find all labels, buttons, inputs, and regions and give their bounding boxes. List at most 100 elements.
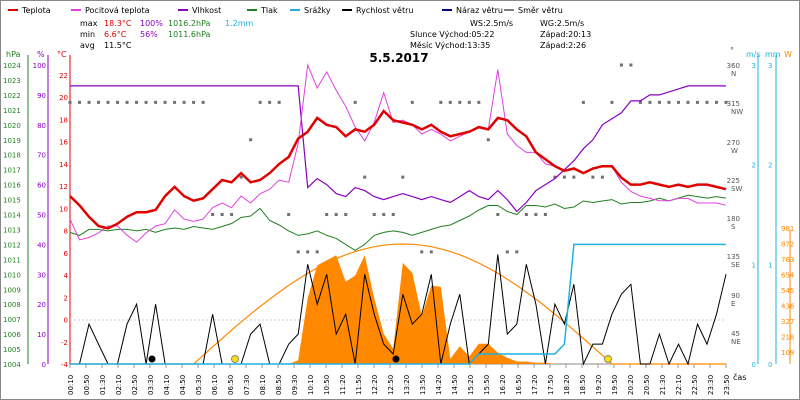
wind-direction-dot bbox=[486, 138, 490, 142]
dir-tick-label: NE bbox=[731, 338, 741, 346]
dir-tick-deg: 225 bbox=[727, 177, 740, 185]
sunset-marker bbox=[604, 355, 612, 363]
dir-tick-deg: 360 bbox=[727, 62, 740, 70]
pct-tick: 80 bbox=[37, 122, 46, 130]
wind-direction-dot bbox=[230, 213, 234, 216]
wind-direction-dot bbox=[135, 100, 139, 104]
dir-tick-label: E bbox=[731, 300, 735, 308]
w-tick: 218 bbox=[781, 334, 794, 342]
legend-item: Směr větru bbox=[504, 6, 563, 15]
pct-tick: 50 bbox=[37, 212, 46, 220]
wind-direction-dot bbox=[401, 175, 405, 179]
c-tick: 4 bbox=[64, 272, 69, 280]
time-tick: 00:50 bbox=[83, 375, 91, 395]
sun-rise: Slunce Východ:05:22 bbox=[410, 30, 495, 39]
time-tick: 16:50 bbox=[515, 375, 523, 395]
wind-direction-dot bbox=[173, 100, 177, 104]
time-tick: 10:10 bbox=[307, 375, 315, 395]
wind-direction-dot bbox=[315, 250, 319, 254]
wind-direction-dot bbox=[201, 100, 205, 104]
legend-label: Pocitová teplota bbox=[85, 6, 150, 15]
hpa-tick: 1015 bbox=[3, 197, 21, 205]
wind-direction-dot bbox=[600, 175, 604, 179]
series-solar-radiation bbox=[70, 255, 726, 364]
time-tick: 11:20 bbox=[339, 375, 347, 395]
time-tick: 08:10 bbox=[259, 375, 267, 395]
hpa-tick: 1011 bbox=[3, 256, 21, 264]
hpa-tick: 1021 bbox=[3, 107, 21, 115]
w-unit: W bbox=[784, 50, 792, 59]
wind-direction-dot bbox=[648, 100, 652, 104]
mm-tick: 1 bbox=[768, 261, 772, 269]
time-tick: 19:20 bbox=[595, 375, 603, 395]
w-tick: 654 bbox=[781, 272, 795, 280]
pct-tick: 40 bbox=[37, 241, 46, 249]
c-tick: 16 bbox=[59, 139, 68, 147]
hpa-tick: 1022 bbox=[3, 92, 21, 100]
wind-direction-dot bbox=[638, 100, 642, 104]
wind-direction-dot bbox=[714, 100, 718, 104]
wind-direction-dot bbox=[667, 100, 671, 104]
wind-direction-dot bbox=[581, 100, 585, 104]
c-tick: 6 bbox=[64, 250, 69, 258]
wind-gust-stat: WG:2.5m/s bbox=[540, 19, 584, 28]
hpa-tick: 1019 bbox=[3, 137, 21, 145]
wind-direction-dot bbox=[268, 100, 272, 104]
time-tick: 08:50 bbox=[275, 375, 283, 395]
hpa-tick: 1008 bbox=[3, 301, 21, 309]
dir-tick-deg: 180 bbox=[727, 215, 740, 223]
mm-tick: 0 bbox=[768, 361, 772, 369]
time-tick: 07:30 bbox=[243, 375, 251, 395]
c-tick: 2 bbox=[64, 294, 68, 302]
legend-item: Rychlost větru bbox=[342, 6, 413, 15]
moon-set: Západ:2:26 bbox=[540, 41, 586, 50]
time-tick: 06:50 bbox=[227, 375, 235, 395]
dir-tick-deg: 90 bbox=[731, 292, 740, 300]
wind-direction-dot bbox=[154, 100, 158, 104]
hpa-tick: 1005 bbox=[3, 346, 21, 354]
time-tick: 02:50 bbox=[131, 375, 139, 395]
time-tick: 18:50 bbox=[579, 375, 587, 395]
legend-label: Rychlost větru bbox=[356, 6, 413, 15]
ms-unit: m/s bbox=[746, 50, 761, 59]
series-tlak bbox=[69, 194, 727, 251]
hpa-tick: 1006 bbox=[3, 331, 21, 339]
ms-tick: 3 bbox=[752, 62, 756, 70]
c-tick: -4 bbox=[61, 361, 69, 369]
dir-tick-deg: 135 bbox=[727, 253, 740, 261]
wind-speed-stat: WS:2.5m/s bbox=[470, 19, 513, 28]
c-tick: 20 bbox=[59, 94, 68, 102]
moonrise-marker bbox=[392, 355, 400, 363]
hpa-tick: 1009 bbox=[3, 286, 21, 294]
pct-unit: % bbox=[37, 50, 45, 59]
plot-area bbox=[68, 63, 728, 366]
wind-direction-dot bbox=[372, 213, 376, 216]
wind-direction-dot bbox=[106, 100, 110, 104]
wind-direction-dot bbox=[144, 100, 148, 104]
wind-direction-dot bbox=[220, 213, 224, 216]
c-tick: 18 bbox=[59, 116, 68, 124]
wind-direction-dot bbox=[125, 100, 129, 104]
pct-tick: 90 bbox=[37, 92, 46, 100]
pct-tick: 0 bbox=[42, 361, 46, 369]
wind-direction-dot bbox=[410, 100, 414, 104]
time-tick: 19:50 bbox=[611, 375, 619, 395]
time-tick: 23:50 bbox=[723, 375, 731, 395]
rain-total: 1.2mm bbox=[225, 19, 254, 28]
wind-direction-dot bbox=[391, 213, 395, 216]
dir-tick-label: W bbox=[731, 147, 738, 155]
hpa-tick: 1004 bbox=[3, 361, 21, 369]
series-teplota bbox=[69, 109, 727, 230]
wind-direction-dot bbox=[591, 175, 595, 179]
time-tick: 15:20 bbox=[467, 375, 475, 395]
pct-tick: 60 bbox=[37, 182, 46, 190]
legend-item: Teplota bbox=[8, 6, 51, 15]
time-tick: 21:30 bbox=[659, 375, 667, 395]
mm-unit: mm bbox=[765, 50, 781, 59]
time-tick: 04:10 bbox=[163, 375, 171, 395]
time-tick: 16:20 bbox=[499, 375, 507, 395]
pct-tick: 30 bbox=[37, 271, 46, 279]
dir-tick-label: SW bbox=[731, 185, 742, 193]
wind-direction-dot bbox=[629, 63, 633, 67]
legend-item: Tlak bbox=[247, 6, 278, 15]
